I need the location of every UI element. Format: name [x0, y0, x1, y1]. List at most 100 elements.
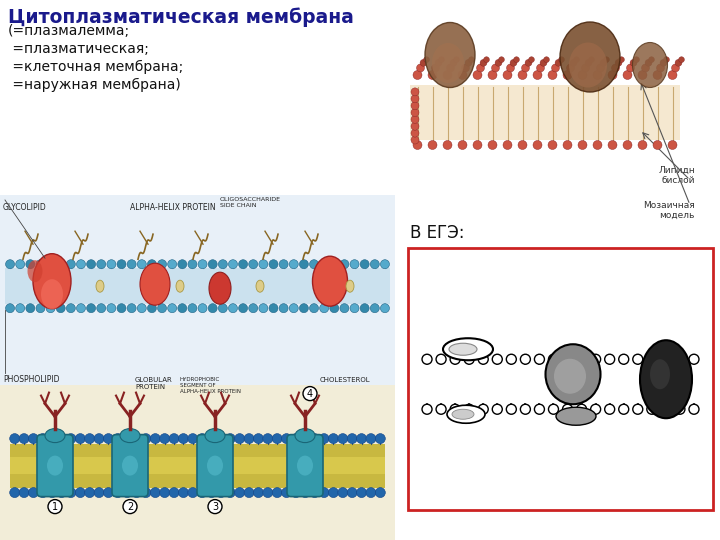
Text: В ЕГЭ:: В ЕГЭ:	[410, 224, 464, 242]
Circle shape	[450, 404, 460, 414]
Circle shape	[104, 488, 114, 497]
Text: Липидн
бислой: Липидн бислой	[658, 166, 695, 185]
Text: OLIGOSACCHARIDE
SIDE CHAIN: OLIGOSACCHARIDE SIDE CHAIN	[220, 197, 281, 208]
Circle shape	[570, 59, 577, 66]
Circle shape	[521, 354, 531, 364]
Ellipse shape	[546, 344, 600, 404]
Circle shape	[178, 260, 186, 269]
Circle shape	[48, 500, 62, 514]
Circle shape	[188, 303, 197, 313]
Circle shape	[360, 260, 369, 269]
Circle shape	[123, 500, 137, 514]
Circle shape	[48, 488, 57, 497]
Circle shape	[150, 434, 161, 443]
Circle shape	[611, 64, 619, 72]
Circle shape	[96, 260, 106, 269]
Circle shape	[169, 488, 179, 497]
Circle shape	[503, 140, 512, 150]
Circle shape	[259, 260, 268, 269]
Text: =клеточная мембрана;: =клеточная мембрана;	[8, 60, 184, 74]
Circle shape	[208, 500, 222, 514]
Circle shape	[675, 59, 682, 66]
Circle shape	[552, 64, 559, 72]
Circle shape	[590, 404, 600, 414]
Text: PHOSPHOLIPID: PHOSPHOLIPID	[3, 375, 60, 384]
Text: (=плазмалемма;: (=плазмалемма;	[8, 24, 130, 38]
Circle shape	[56, 303, 66, 313]
Circle shape	[518, 71, 527, 79]
Circle shape	[375, 434, 385, 443]
Circle shape	[197, 434, 207, 443]
Circle shape	[225, 488, 235, 497]
Circle shape	[360, 303, 369, 313]
Circle shape	[113, 434, 123, 443]
Circle shape	[248, 260, 258, 269]
Circle shape	[197, 488, 207, 497]
Circle shape	[168, 303, 176, 313]
Circle shape	[603, 57, 609, 63]
Circle shape	[563, 71, 572, 79]
Circle shape	[533, 140, 542, 150]
Circle shape	[478, 354, 488, 364]
Text: Цитоплазматическая мембрана: Цитоплазматическая мембрана	[8, 7, 354, 26]
Circle shape	[303, 387, 317, 401]
Circle shape	[198, 303, 207, 313]
FancyBboxPatch shape	[37, 435, 73, 497]
Circle shape	[179, 434, 189, 443]
Text: GLOBULAR
PROTEIN: GLOBULAR PROTEIN	[135, 377, 173, 390]
Circle shape	[36, 260, 45, 269]
Circle shape	[218, 303, 228, 313]
Circle shape	[338, 434, 348, 443]
Circle shape	[56, 260, 66, 269]
Circle shape	[582, 64, 590, 72]
Circle shape	[507, 64, 515, 72]
Circle shape	[443, 140, 452, 150]
Circle shape	[19, 488, 29, 497]
Circle shape	[675, 354, 685, 364]
Text: HYDROPHOBIC
SEGMENT OF
ALPHA-HELIX PROTEIN: HYDROPHOBIC SEGMENT OF ALPHA-HELIX PROTE…	[180, 377, 241, 394]
Ellipse shape	[176, 280, 184, 292]
Circle shape	[668, 71, 677, 79]
Bar	[408, 248, 713, 510]
Circle shape	[320, 303, 328, 313]
Circle shape	[248, 303, 258, 313]
Circle shape	[366, 434, 376, 443]
Circle shape	[443, 71, 452, 79]
Circle shape	[464, 404, 474, 414]
Circle shape	[228, 303, 238, 313]
Circle shape	[86, 303, 96, 313]
Circle shape	[608, 140, 617, 150]
Circle shape	[310, 488, 320, 497]
Circle shape	[300, 488, 310, 497]
Circle shape	[618, 57, 624, 63]
Circle shape	[422, 354, 432, 364]
Circle shape	[148, 260, 156, 269]
FancyBboxPatch shape	[197, 435, 233, 497]
Circle shape	[562, 404, 572, 414]
FancyBboxPatch shape	[112, 435, 148, 497]
Circle shape	[478, 404, 488, 414]
Circle shape	[649, 57, 654, 63]
Circle shape	[36, 303, 45, 313]
Ellipse shape	[207, 456, 223, 476]
Circle shape	[431, 64, 439, 72]
Text: 1: 1	[52, 502, 58, 511]
Circle shape	[660, 59, 667, 66]
Circle shape	[645, 59, 652, 66]
Circle shape	[559, 57, 564, 63]
Circle shape	[141, 434, 151, 443]
Circle shape	[76, 260, 86, 269]
Circle shape	[630, 59, 637, 66]
Text: =плазматическая;: =плазматическая;	[8, 42, 149, 56]
Circle shape	[492, 64, 500, 72]
Circle shape	[107, 260, 116, 269]
Circle shape	[132, 488, 142, 497]
Ellipse shape	[425, 23, 475, 87]
Bar	[10, 457, 385, 475]
Circle shape	[76, 434, 85, 443]
Circle shape	[422, 404, 432, 414]
Circle shape	[127, 303, 136, 313]
Circle shape	[423, 57, 429, 63]
Circle shape	[289, 260, 298, 269]
Circle shape	[477, 64, 485, 72]
